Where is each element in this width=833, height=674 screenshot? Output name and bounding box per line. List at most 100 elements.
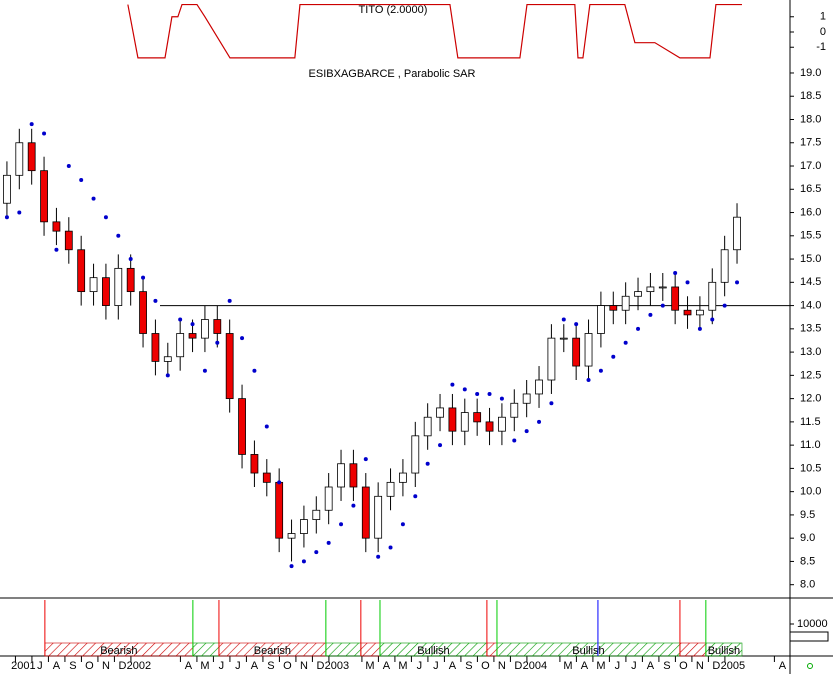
candle-body [312,509,321,520]
sar-dot [537,419,542,424]
y-tick-label: 10.5 [800,462,821,474]
x-tick-label: O [679,660,688,672]
candle-body [411,435,420,474]
x-tick-label: A [449,660,457,672]
candle-body [238,398,246,455]
candle-body [498,416,506,432]
candle-body [77,249,86,293]
sar-dot [128,257,133,262]
x-tick-label: J [433,660,439,672]
status-icon [807,663,813,669]
candle-body [584,333,593,367]
sar-dot [499,396,504,401]
candle-body [535,379,543,395]
indicator-line [127,3,742,59]
x-tick-label: M [563,660,572,672]
candle-body [114,267,123,306]
candle-body [361,486,370,539]
band-label: Bullish [417,645,449,657]
candle-body [163,356,172,362]
candle-body [597,305,605,334]
x-tick-label: 2003 [325,660,349,672]
signal-band [325,642,362,657]
x-tick-label: S [465,660,472,672]
candle-body [658,286,667,289]
sar-dot [611,354,616,359]
candle-body [485,421,494,432]
y-tick-label: 10.0 [800,486,821,498]
candle-body [126,267,135,293]
sar-dot [165,373,170,378]
candle-body [522,393,531,404]
candle-body [621,295,630,311]
sar-dot [475,391,480,396]
candle-body [324,486,333,511]
band-label: Bullish [572,645,604,657]
x-tick-label: A [647,660,655,672]
band-label: Bullish [708,645,740,657]
candle-body [213,319,222,334]
x-tick-label: D [118,660,126,672]
sar-dot [512,438,517,443]
x-tick-label: S [267,660,274,672]
sar-dot [215,340,220,345]
sar-dot [202,368,207,373]
x-tick-label: A [779,660,787,672]
sar-dot [301,559,306,564]
candle-body [460,412,469,432]
sar-dot [79,177,84,182]
sar-dot [103,215,108,220]
x-tick-label: 2002 [127,660,151,672]
candle-body [225,333,234,400]
x-tick-label: M [365,660,374,672]
y-tick-label: 12.0 [800,393,821,405]
signal-band [192,642,220,657]
sar-dot [735,280,740,285]
sar-dot [91,196,96,201]
sar-dot [240,336,245,341]
sar-dot [376,554,381,559]
candle-body [201,319,209,339]
x-tick-label: A [185,660,193,672]
x-tick-label: S [69,660,76,672]
sar-dot [277,480,282,485]
x-tick-label: S [663,660,670,672]
sar-dot [326,540,331,545]
candle-body [510,402,519,418]
candle-body [646,286,655,293]
x-tick-label: O [481,660,490,672]
y-tick-label: 19.0 [800,67,821,79]
y-tick-label: 11.5 [800,416,821,428]
x-tick-label: 2005 [721,660,745,672]
y-tick-label: 12.5 [800,369,821,381]
x-tick-label: D [712,660,720,672]
sar-dot [636,326,641,331]
x-tick-label: D [514,660,522,672]
sar-dot [29,122,34,127]
y-tick-label: 9.5 [800,509,815,521]
y-tick-label: 9.0 [800,532,815,544]
sar-dot [153,298,158,303]
candle-body [188,333,197,339]
x-tick-label: N [300,660,308,672]
candle-body [386,481,395,497]
candle-body [720,249,729,283]
y-tick-label: 10000 [797,618,828,630]
sar-dot [685,280,690,285]
candle-body [634,291,642,297]
x-tick-label: J [219,660,225,672]
sar-dot [648,312,653,317]
y-tick-label: 11.0 [800,439,821,451]
candle-body [275,481,284,539]
x-tick-label: 2001 [11,660,35,672]
x-tick-label: N [696,660,704,672]
candle-body [473,412,482,423]
x-tick-label: M [398,660,407,672]
candle-body [436,407,444,418]
sar-dot [190,322,195,327]
candle-body [287,533,296,539]
y-tick-label: 15.5 [800,230,821,242]
y-tick-label: 8.5 [800,555,815,567]
y-tick-label: -1 [816,41,826,53]
